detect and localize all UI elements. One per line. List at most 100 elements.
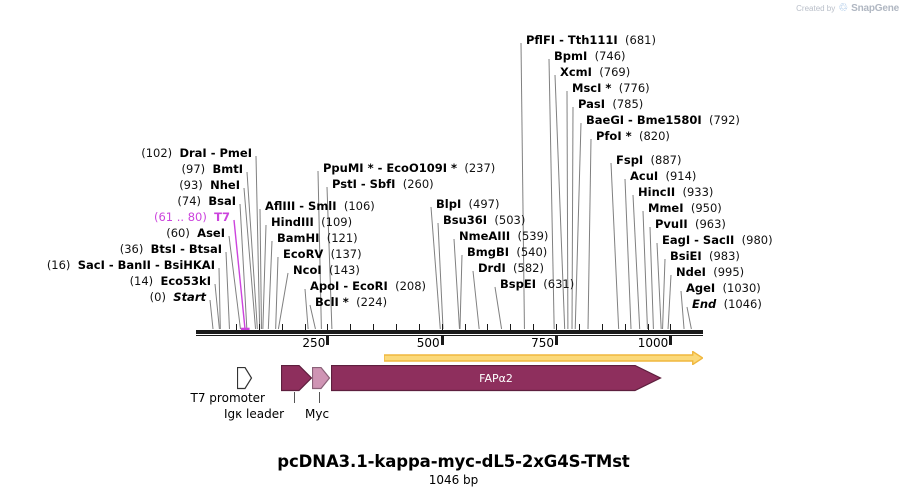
site-name: XcmI bbox=[560, 65, 592, 79]
site-label-bamhi[interactable]: BamHI (121) bbox=[277, 232, 358, 244]
site-position: (503) bbox=[494, 213, 526, 227]
site-leader-line bbox=[566, 90, 569, 330]
feature-arrow-ig-leader[interactable] bbox=[281, 365, 314, 393]
site-position: (61 .. 80) bbox=[153, 210, 207, 224]
ruler-minor-tick bbox=[464, 324, 466, 330]
site-leader-line bbox=[259, 208, 262, 330]
snapgene-flag-icon: ♲ bbox=[838, 2, 849, 14]
site-position: (14) bbox=[129, 274, 154, 288]
site-label-bsu36i[interactable]: Bsu36I (503) bbox=[443, 214, 525, 226]
ruler-minor-tick bbox=[418, 324, 420, 330]
site-name: BtsI bbox=[150, 242, 177, 256]
ruler-minor-tick bbox=[304, 324, 306, 330]
site-label-drdi[interactable]: DrdI (582) bbox=[478, 262, 544, 274]
site-name: EcoRV bbox=[283, 247, 324, 261]
site-label-hincii[interactable]: HincII (933) bbox=[638, 186, 713, 198]
site-label-ecorv[interactable]: EcoRV (137) bbox=[283, 248, 362, 260]
site-label-bsai[interactable]: (74) BsaI bbox=[0, 195, 236, 207]
site-position: (539) bbox=[517, 229, 549, 243]
orf-arrow[interactable] bbox=[383, 351, 704, 365]
site-label-asei[interactable]: (60) AseI bbox=[0, 227, 225, 239]
site-label-pfoi[interactable]: PfoI * (820) bbox=[596, 130, 670, 142]
snapgene-watermark: Created by ♲ SnapGene bbox=[796, 2, 899, 15]
ruler-minor-tick bbox=[441, 324, 443, 330]
site-leader-line bbox=[304, 288, 309, 330]
site-leader-line bbox=[437, 222, 444, 330]
site-leader-line bbox=[656, 242, 662, 330]
site-label-mmei[interactable]: MmeI (950) bbox=[648, 202, 722, 214]
site-position: (208) bbox=[395, 279, 427, 293]
site-leader-line bbox=[239, 203, 248, 330]
ruler-minor-tick bbox=[533, 324, 535, 330]
site-name-separator: - bbox=[104, 258, 118, 272]
site-name: AcuI bbox=[630, 169, 659, 183]
site-label-agei[interactable]: AgeI (1030) bbox=[686, 282, 761, 294]
site-leader-line bbox=[587, 138, 592, 330]
site-leader-line bbox=[472, 270, 480, 330]
site-leader-line bbox=[520, 42, 525, 330]
site-leader-line bbox=[642, 210, 648, 330]
site-name: Eco53kI bbox=[160, 274, 211, 288]
site-name: T7 bbox=[214, 210, 230, 224]
feature-arrow-t7-promoter[interactable] bbox=[237, 367, 254, 391]
site-label-bmgbi[interactable]: BmgBI (540) bbox=[467, 246, 547, 258]
site-label-ndei[interactable]: NdeI (995) bbox=[676, 266, 744, 278]
site-name: BsiHKAI bbox=[163, 258, 215, 272]
site-label-start[interactable]: (0) Start bbox=[0, 291, 206, 303]
site-name: PstI bbox=[332, 177, 357, 191]
site-label-btsi[interactable]: (36) BtsI - BtsaI bbox=[0, 243, 222, 255]
site-name: BmtI bbox=[212, 162, 243, 176]
site-position: (1030) bbox=[722, 281, 761, 295]
site-label-afliii[interactable]: AflIII - SmlI (106) bbox=[265, 200, 375, 212]
site-label-t7[interactable]: (61 .. 80) T7 bbox=[0, 211, 230, 223]
site-leader-line bbox=[574, 122, 582, 330]
site-name: NcoI bbox=[293, 263, 322, 277]
site-label-saci[interactable]: (16) SacI - BanII - BsiHKAI bbox=[0, 259, 215, 271]
site-label-fspi[interactable]: FspI (887) bbox=[616, 154, 681, 166]
site-label-nhei[interactable]: (93) NheI bbox=[0, 179, 240, 191]
site-label-blpi[interactable]: BlpI (497) bbox=[436, 198, 499, 210]
site-name: BanII bbox=[117, 258, 151, 272]
site-label-apoi[interactable]: ApoI - EcoRI (208) bbox=[310, 280, 426, 292]
ruler-label: 250 bbox=[302, 336, 326, 350]
site-label-drai[interactable]: (102) DraI - PmeI bbox=[0, 147, 252, 159]
site-position: (963) bbox=[694, 217, 726, 231]
site-leader-line bbox=[317, 170, 322, 330]
ruler-major-tick bbox=[669, 336, 673, 345]
plasmid-length: 1046 bp bbox=[428, 473, 479, 487]
site-position: (224) bbox=[356, 295, 388, 309]
site-name-separator: - bbox=[295, 199, 309, 213]
site-leader-line bbox=[262, 224, 267, 330]
feature-arrow-fap-2[interactable] bbox=[331, 365, 663, 393]
site-name: PpuMI * bbox=[323, 161, 374, 175]
site-label-xcmi[interactable]: XcmI (769) bbox=[560, 66, 630, 78]
site-position: (746) bbox=[594, 49, 626, 63]
site-label-psti[interactable]: PstI - SbfI (260) bbox=[332, 178, 434, 190]
site-label-nmeaiii[interactable]: NmeAIII (539) bbox=[459, 230, 548, 242]
site-label-hindiii[interactable]: HindIII (109) bbox=[271, 216, 352, 228]
site-leader-line bbox=[309, 304, 316, 330]
site-label-eagi[interactable]: EagI - SacII (980) bbox=[662, 234, 773, 246]
site-label-end[interactable]: End (1046) bbox=[692, 298, 762, 310]
site-label-bspei[interactable]: BspEI (631) bbox=[500, 278, 574, 290]
site-label-eco53ki[interactable]: (14) Eco53kI bbox=[0, 275, 211, 287]
site-label-bpmi[interactable]: BpmI (746) bbox=[554, 50, 626, 62]
site-label-acui[interactable]: AcuI (914) bbox=[630, 170, 696, 182]
site-label-bmti[interactable]: (97) BmtI bbox=[0, 163, 243, 175]
site-label-ncoi[interactable]: NcoI (143) bbox=[293, 264, 360, 276]
site-label-pflfi[interactable]: PflFI - Tth111I (681) bbox=[526, 34, 656, 46]
ruler-major-tick bbox=[326, 336, 330, 345]
ruler-minor-tick bbox=[670, 324, 672, 330]
site-label-pasi[interactable]: PasI (785) bbox=[578, 98, 643, 110]
site-name: MmeI bbox=[648, 201, 684, 215]
site-label-ppumi[interactable]: PpuMI * - EcoO109I * (237) bbox=[323, 162, 495, 174]
feature-caption-leader bbox=[319, 392, 320, 403]
site-label-baegi[interactable]: BaeGI - Bme1580I (792) bbox=[586, 114, 740, 126]
site-label-pvuii[interactable]: PvuII (963) bbox=[655, 218, 726, 230]
site-label-bsiei[interactable]: BsiEI (983) bbox=[670, 250, 740, 262]
feature-arrow-myc[interactable] bbox=[312, 367, 332, 391]
site-label-msci[interactable]: MscI * (776) bbox=[572, 82, 650, 94]
site-leader-line bbox=[243, 187, 257, 330]
site-label-bcli[interactable]: BclI * (224) bbox=[315, 296, 387, 308]
site-name: SbfI bbox=[369, 177, 396, 191]
